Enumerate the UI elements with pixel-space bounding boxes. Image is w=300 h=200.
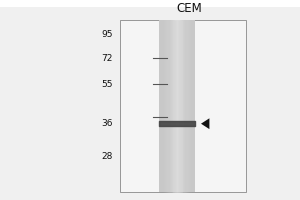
Text: CEM: CEM xyxy=(176,2,202,15)
Text: 28: 28 xyxy=(101,152,112,161)
Text: 55: 55 xyxy=(101,80,112,89)
Polygon shape xyxy=(201,118,209,129)
Text: 36: 36 xyxy=(101,119,112,128)
Text: 95: 95 xyxy=(101,30,112,39)
Bar xyxy=(159,20,195,192)
Text: 72: 72 xyxy=(101,54,112,63)
Bar xyxy=(120,20,246,192)
